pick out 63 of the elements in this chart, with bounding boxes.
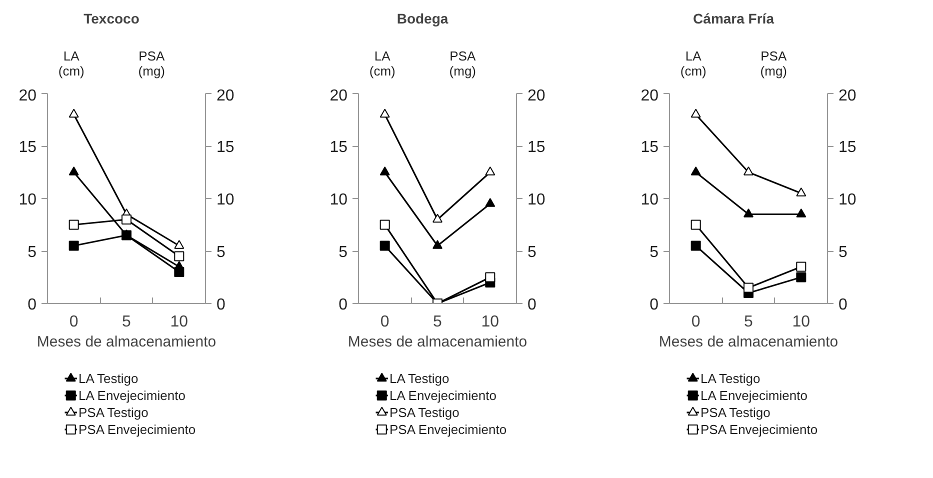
legend-label: PSA Testigo [78,405,148,420]
y2-tick-label: 10 [838,192,856,208]
y2-tick-label: 15 [216,139,234,156]
chart-title: Bodega [396,10,448,26]
y-tick-label: 15 [330,139,348,156]
y-tick-label: 5 [338,244,348,261]
y2-tick-label: 5 [838,244,848,261]
x-axis-title: Meses de almacenamiento [658,334,838,350]
x-tick-label: 5 [433,314,442,330]
y2-tick-label: 20 [216,88,234,104]
y-tick-label: 0 [338,296,348,314]
y-tick-label: 20 [640,88,659,104]
y-tick-label: 10 [330,192,348,208]
legend-label: PSA Envejecimiento [389,422,507,437]
legend-label: LA Testigo [700,371,760,386]
y2-axis-title: PSA (mg) [449,48,476,78]
x-tick-label: 5 [744,314,754,330]
legend-label: LA Testigo [78,371,138,386]
x-tick-label: 10 [170,314,188,330]
x-tick-label: 5 [122,314,132,330]
y-tick-label: 0 [650,296,659,314]
chart-title: Cámara Fría [693,10,774,26]
y-tick-label: 0 [28,296,37,314]
y-tick-label: 15 [18,139,37,156]
y2-tick-label: 20 [528,88,546,104]
y-tick-label: 20 [330,88,348,104]
y-tick-label: 20 [18,88,37,104]
x-tick-label: 0 [691,314,700,330]
x-axis-title: Meses de almacenamiento [36,334,216,350]
legend-label: PSA Envejecimiento [78,422,196,437]
y2-tick-label: 20 [838,88,856,104]
y-axis-title: LA (cm) [58,48,84,78]
y-tick-label: 5 [650,244,659,261]
y-axis-title: LA (cm) [369,48,396,78]
x-axis-title: Meses de almacenamiento [348,334,528,350]
y2-axis-title: PSA (mg) [760,48,788,78]
x-tick-label: 0 [69,314,78,330]
y2-tick-label: 0 [528,296,536,314]
y2-tick-label: 15 [838,139,856,156]
legend-label: PSA Envejecimiento [700,422,818,437]
y-tick-label: 10 [18,192,37,208]
y2-tick-label: 15 [528,139,546,156]
y2-tick-label: 10 [528,192,546,208]
y-axis-title: LA (cm) [680,48,706,78]
x-tick-label: 10 [792,314,810,330]
legend-label: LA Envejecimiento [389,388,496,403]
y2-tick-label: 5 [528,244,536,261]
y2-axis-title: PSA (mg) [138,48,166,78]
legend-label: LA Testigo [389,371,450,386]
legend-label: LA Envejecimiento [700,388,808,403]
y2-tick-label: 0 [838,296,848,314]
y-tick-label: 10 [640,192,659,208]
legend-label: PSA Testigo [700,405,770,420]
y-tick-label: 15 [640,139,659,156]
y2-tick-label: 0 [216,296,226,314]
legend-label: LA Envejecimiento [78,388,186,403]
legend-label: PSA Testigo [389,405,460,420]
x-tick-label: 0 [380,314,390,330]
chart-title: Texcoco [84,10,140,26]
x-tick-label: 10 [481,314,500,330]
y2-tick-label: 10 [216,192,234,208]
y-tick-label: 5 [28,244,37,261]
y2-tick-label: 5 [216,244,226,261]
